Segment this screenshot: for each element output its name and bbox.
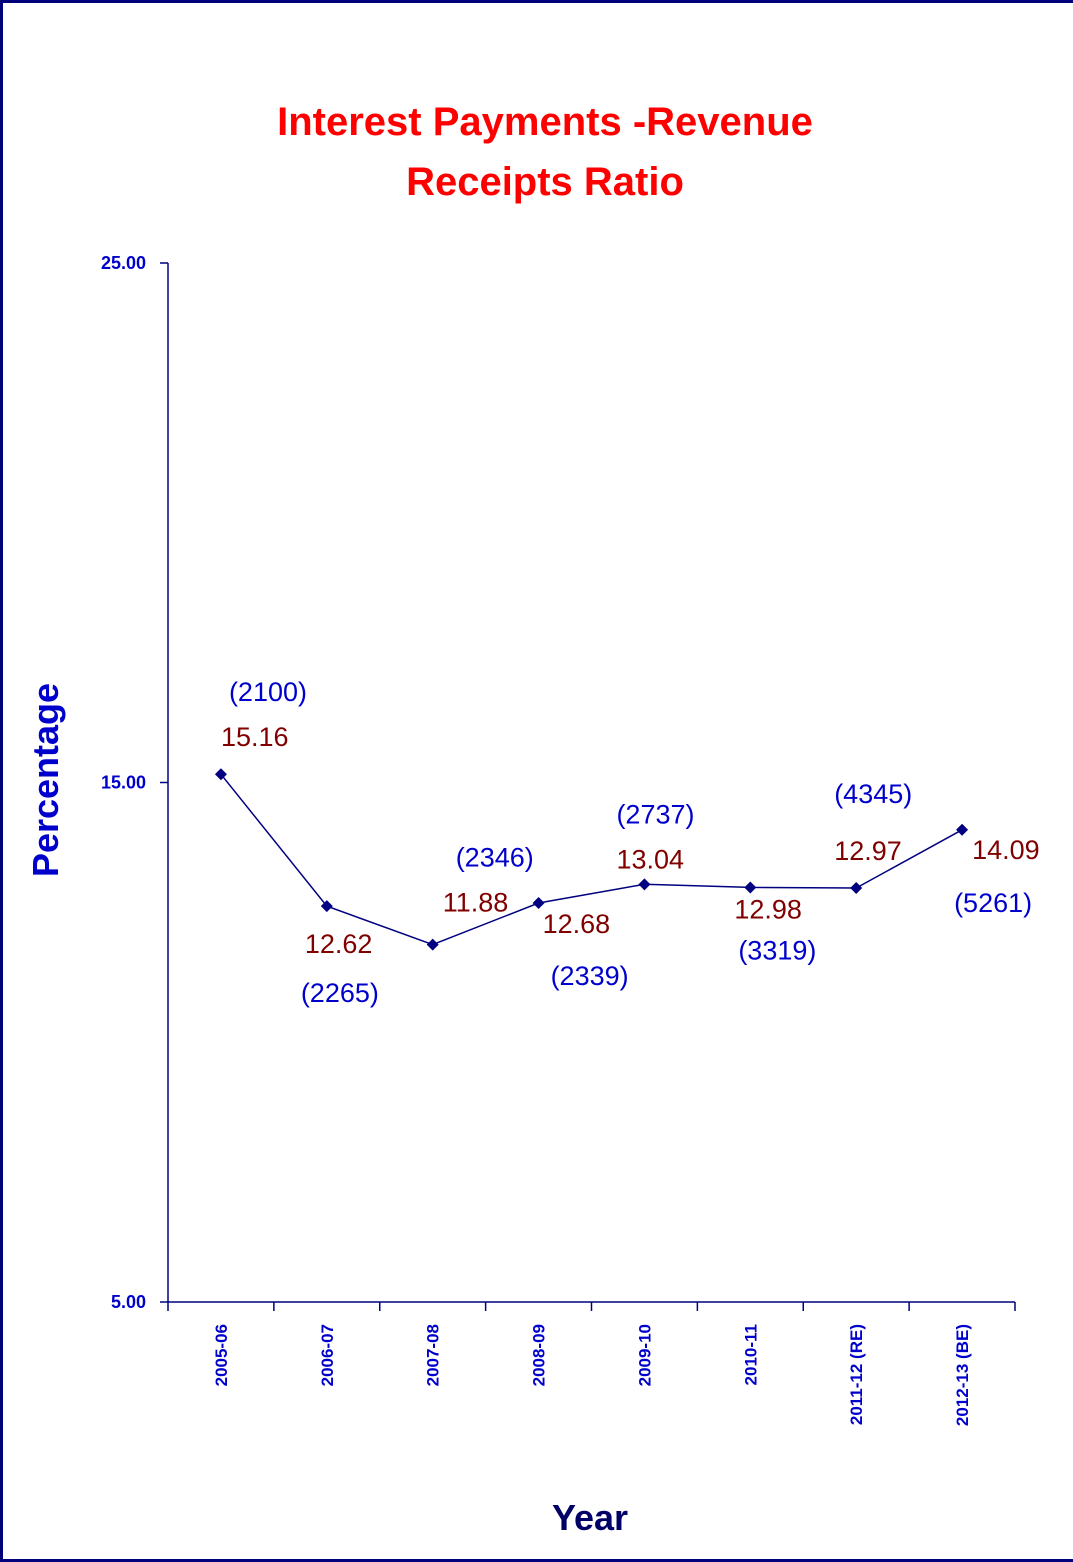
- data-point: [744, 881, 757, 894]
- x-tick-label: 2005-06: [212, 1324, 231, 1386]
- amount-label: (2265): [301, 978, 379, 1008]
- series-group: [214, 768, 969, 951]
- data-point: [850, 881, 863, 894]
- data-point: [320, 900, 333, 913]
- y-axis-title: Percentage: [25, 683, 66, 877]
- series-line: [220, 773, 963, 946]
- y-tick-label: 5.00: [111, 1292, 146, 1312]
- amount-label: (5261): [954, 888, 1032, 918]
- amount-label: (2346): [456, 843, 534, 873]
- data-point: [532, 897, 545, 910]
- x-axis-title: Year: [552, 1497, 628, 1538]
- x-tick-label: 2011-12 (RE): [847, 1324, 866, 1425]
- value-label: 12.98: [734, 894, 802, 924]
- value-label: 14.09: [972, 835, 1040, 865]
- amount-label: (2339): [551, 961, 629, 991]
- x-tick-labels: 2005-06 2006-07 2007-08 2008-09 2009-10 2010-…: [212, 1324, 972, 1426]
- x-tick-label: 2007-08: [424, 1324, 443, 1386]
- data-point: [426, 938, 439, 951]
- amount-label: (4345): [834, 779, 912, 809]
- chart-title-line-1: Interest Payments -Revenue: [277, 100, 813, 144]
- x-tick-label: 2006-07: [318, 1324, 337, 1386]
- x-tick-label: 2010-11: [741, 1324, 760, 1385]
- y-tick-labels: 25.00 15.00 5.00: [101, 253, 146, 1312]
- y-tick-label: 15.00: [101, 773, 146, 793]
- x-tick-label: 2009-10: [635, 1324, 654, 1386]
- amount-label: (2737): [616, 799, 694, 829]
- x-tick-label: 2012-13 (BE): [953, 1324, 972, 1426]
- data-labels: 15.16 (2100) 12.62 (2265) 11.88 (2346) 12.68 (2…: [221, 677, 1040, 1008]
- value-label: 12.62: [305, 929, 373, 959]
- amount-label: (3319): [738, 935, 816, 965]
- data-point: [956, 823, 969, 836]
- value-label: 12.97: [834, 836, 902, 866]
- value-label: 13.04: [616, 844, 684, 874]
- amount-label: (2100): [229, 677, 307, 707]
- value-label: 15.16: [221, 722, 289, 752]
- value-label: 11.88: [443, 888, 509, 918]
- data-point: [638, 878, 651, 891]
- y-tick-label: 25.00: [101, 253, 146, 273]
- data-point: [214, 768, 227, 781]
- axes: [160, 262, 1016, 1311]
- chart-title-line-2: Receipts Ratio: [406, 160, 684, 204]
- value-label: 12.68: [543, 909, 611, 939]
- x-tick-label: 2008-09: [530, 1324, 549, 1386]
